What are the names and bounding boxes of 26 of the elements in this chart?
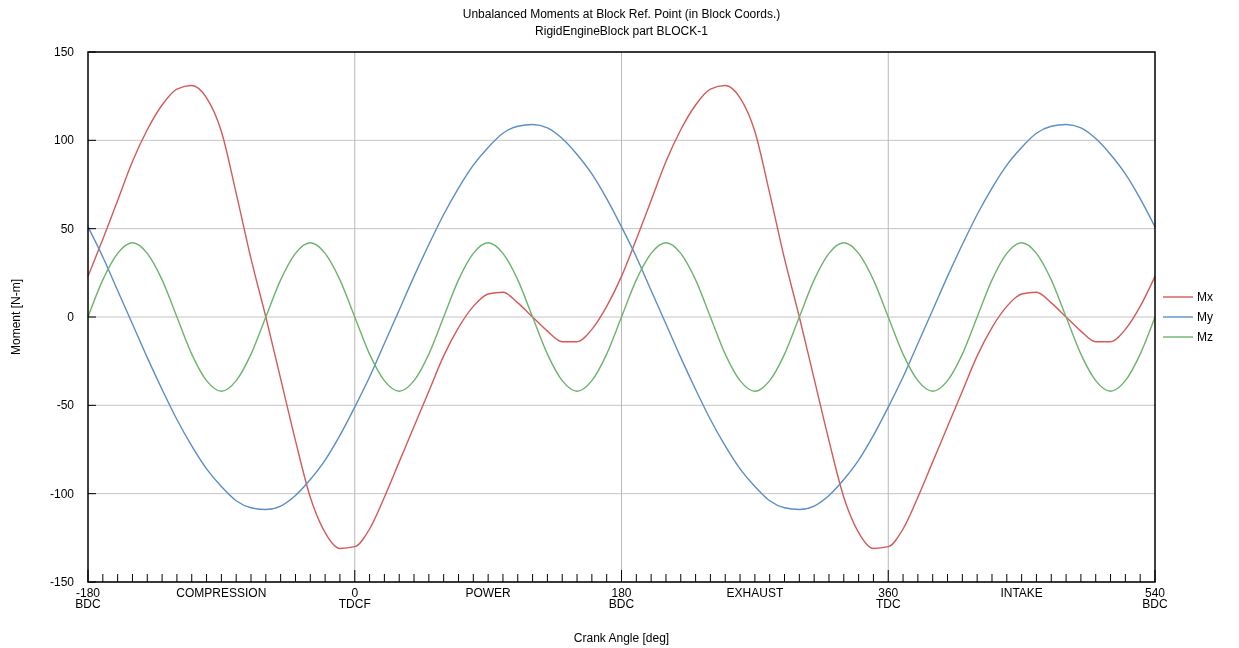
line-series: [87, 242, 1156, 392]
y-axis-title: Moment [N-m]: [9, 278, 23, 356]
x-tick-label: 540 BDC: [1142, 586, 1168, 611]
x-tick-label: 0 TDCF: [338, 586, 371, 611]
x-tick-label: -180 BDC: [75, 586, 101, 611]
x-tick-label: 180 BDC: [608, 586, 635, 611]
chart-subtitle: RigidEngineBlock part BLOCK-1: [535, 24, 709, 38]
x-axis-title: Crank Angle [deg]: [573, 631, 670, 645]
legend-label: Mx: [1197, 290, 1213, 304]
y-tick-label: -50: [56, 398, 75, 413]
x-tick-label: COMPRESSION: [176, 586, 267, 600]
line-series: [87, 84, 1156, 550]
x-tick-label: POWER: [465, 586, 512, 600]
y-tick-label: -100: [49, 486, 75, 501]
x-tick-label: EXHAUST: [726, 586, 784, 600]
legend-label: Mz: [1197, 330, 1213, 344]
y-tick-label: 100: [53, 133, 75, 148]
y-tick-label: 0: [67, 310, 75, 324]
y-tick-label: -150: [49, 575, 75, 589]
legend-label: My: [1197, 310, 1213, 324]
x-tick-label: 360 TDC: [875, 586, 901, 611]
y-tick-label: 50: [60, 221, 75, 236]
line-series: [87, 123, 1156, 511]
x-tick-label: INTAKE: [1000, 586, 1043, 600]
chart-title: Unbalanced Moments at Block Ref. Point (in Block Coords.): [462, 7, 781, 21]
y-tick-label: 150: [53, 45, 75, 59]
